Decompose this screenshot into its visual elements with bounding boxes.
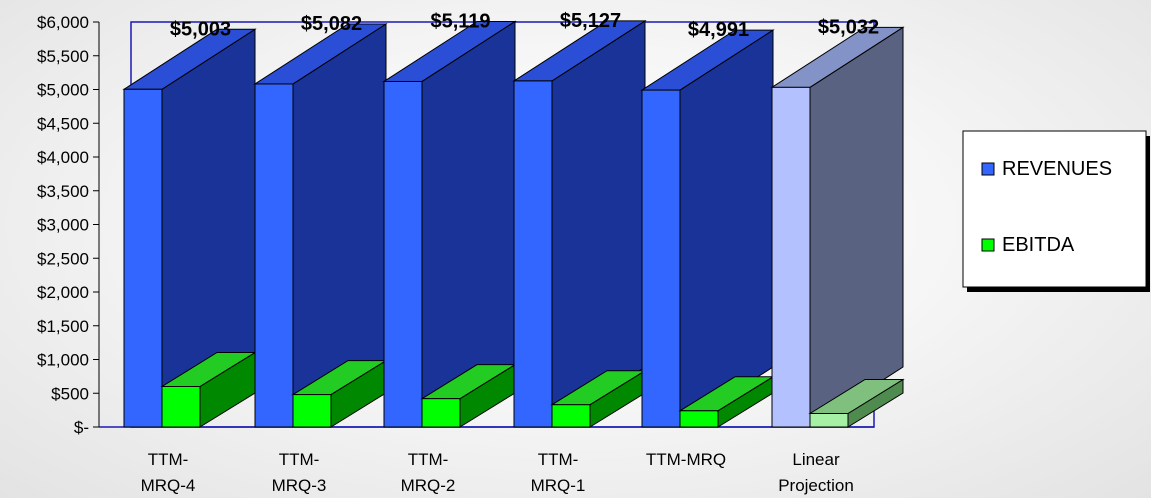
y-tick-label: $500 [51,384,89,403]
x-tick-label: TTM-MRQ [646,450,726,469]
x-tick-label: MRQ-4 [141,476,196,495]
revenue-bar-side [809,26,904,428]
revenue-bar-front [641,89,681,428]
revenue-bar-front [383,80,423,428]
x-tick-label: TTM- [279,450,320,469]
revenue-data-label: $4,991 [688,19,749,41]
x-axis: TTM- MRQ-4 TTM- MRQ-3 TTM- MRQ-2 TTM- MRQ-1 TTM-… [141,450,854,495]
revenue-bar-front [771,86,811,428]
y-tick-label: $5,000 [37,81,89,100]
ebitda-bar-front [292,394,332,428]
y-tick-label: $- [74,418,89,437]
y-tick-label: $4,000 [37,148,89,167]
x-tick-label: TTM- [538,450,579,469]
legend-label: REVENUES [1002,158,1112,180]
x-tick-label: MRQ-1 [531,476,586,495]
y-tick-label: $1,500 [37,317,89,336]
x-tick-label: MRQ-3 [272,476,327,495]
revenue-data-label: $5,119 [430,10,490,32]
ebitda-bar-front [421,398,461,428]
revenue-data-label: $5,127 [560,10,621,32]
revenue-bar-side [679,29,774,428]
x-tick-label: MRQ-2 [401,476,456,495]
legend-item-revenues: REVENUES [981,158,1112,180]
revenue-bar [253,23,388,428]
ebitda-bar-front [551,404,591,428]
revenue-data-label: $5,082 [301,13,362,35]
revenue-bar-front [123,88,163,428]
ebitda-bar-front [809,413,849,428]
legend: REVENUES EBITDA [962,130,1150,292]
y-tick-label: $5,500 [37,47,89,66]
revenue-data-label: $5,032 [818,16,879,38]
y-tick-label: $4,500 [37,114,89,133]
x-tick-label: TTM- [408,450,449,469]
x-tick-label: TTM- [148,450,189,469]
ebitda-bar [808,378,905,428]
revenue-bar-front [513,80,553,428]
x-tick-label: Projection [778,476,854,495]
legend-box [962,130,1147,288]
revenue-bar [770,26,905,428]
y-tick-label: $1,000 [37,351,89,370]
revenue-bar [122,28,257,428]
revenue-data-label: $5,003 [170,18,231,40]
ebitda-bar [420,363,517,428]
ebitda-bar-front [679,410,719,428]
data-labels: $5,003 $5,082 $5,119 $5,127 $4,991 $5,032 [170,10,879,41]
revenue-bar [512,20,647,428]
y-tick-label: $3,000 [37,216,89,235]
y-tick-label: $3,500 [37,182,89,201]
y-tick-label: $2,500 [37,249,89,268]
y-tick-label: $6,000 [37,13,89,32]
bars [122,20,905,428]
legend-swatch [981,162,995,176]
ebitda-bar [291,359,388,428]
legend-label: EBITDA [1002,234,1075,256]
revenue-bar-side [551,20,646,428]
y-axis: $- $500 $1,000 $1,500 $2,000 $2,500 $3,000 $3,5… [37,13,874,437]
y-tick-label: $2,000 [37,283,89,302]
legend-swatch [981,238,995,252]
legend-item-ebitda: EBITDA [981,234,1075,256]
ebitda-bar-front [161,386,201,428]
revenue-bar-front [254,83,294,428]
x-tick-label: Linear [792,450,840,469]
revenue-bar [640,29,775,428]
